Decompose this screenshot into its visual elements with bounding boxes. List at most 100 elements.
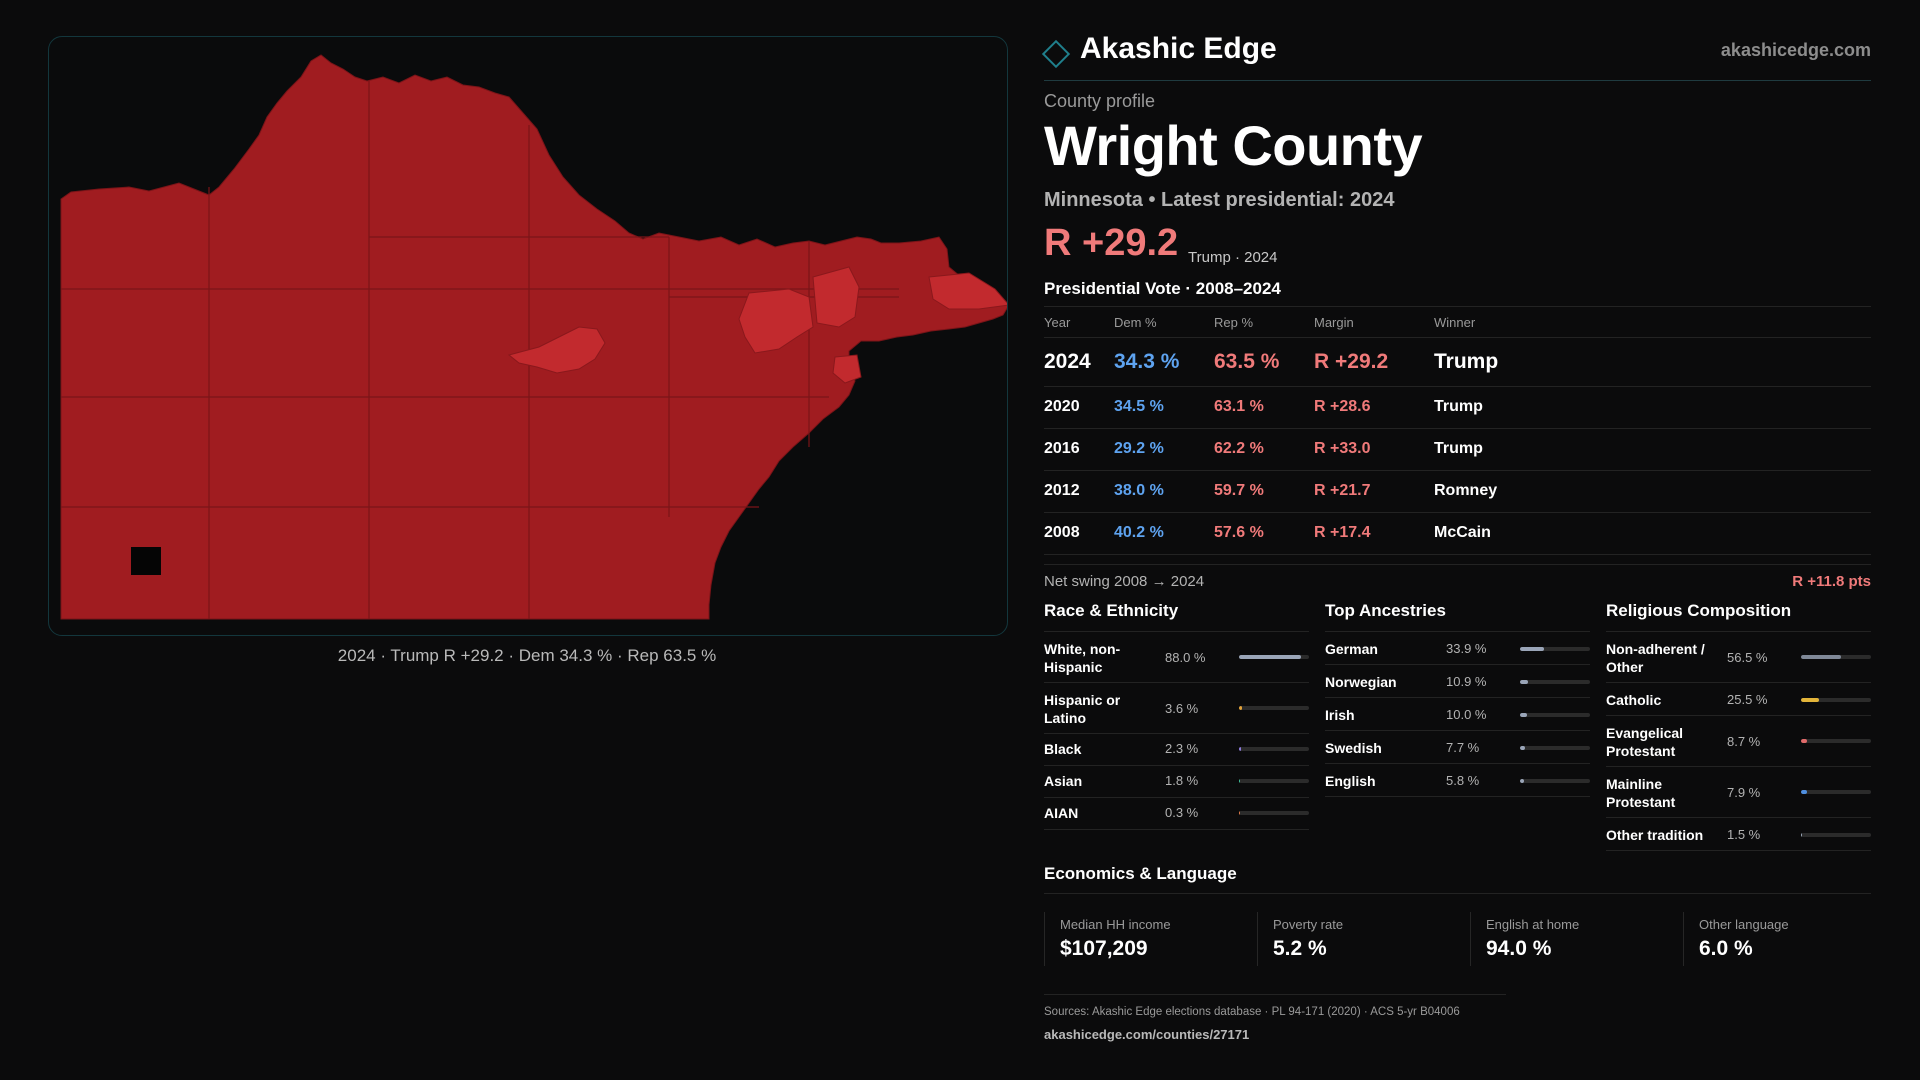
list-item: Asian 1.8 % [1044,766,1309,798]
list-item: White, non-Hispanic 88.0 % [1044,632,1309,683]
item-label: Swedish [1325,740,1382,756]
city-areas [507,266,1007,384]
row-year: 2024 [1044,350,1091,373]
item-pct: 1.8 % [1165,773,1199,788]
list-item: German 33.9 % [1325,632,1590,665]
brand-name: Akashic Edge [1080,32,1277,65]
economics-stats: Median HH income $107,209 Poverty rate 5… [1044,893,1871,966]
item-label: White, non-Hispanic [1044,641,1121,675]
row-dem: 40.2 % [1114,524,1164,541]
site-link[interactable]: akashicedge.com [1720,40,1871,60]
item-pct: 5.8 % [1446,773,1480,788]
stat-label: Other language [1699,917,1789,932]
item-bar [1801,655,1871,659]
item-pct: 1.5 % [1727,827,1761,842]
row-winner: McCain [1434,524,1491,541]
swing-divider [1044,564,1871,565]
item-bar [1239,779,1309,783]
diamond-logo-icon [1041,39,1071,69]
item-bar [1239,747,1309,751]
footer-divider [1044,994,1506,995]
row-dem: 29.2 % [1114,440,1164,457]
row-year: 2016 [1044,440,1080,457]
item-label: AIAN [1044,805,1079,821]
row-year: 2012 [1044,482,1080,499]
row-rep: 62.2 % [1214,440,1264,457]
list-item: Black 2.3 % [1044,734,1309,766]
item-bar [1520,713,1590,717]
page-url[interactable]: akashicedge.com/counties/27171 [1044,1027,1250,1042]
row-rep: 57.6 % [1214,524,1264,541]
list-item: Hispanic or Latino 3.6 % [1044,683,1309,734]
list-item: Norwegian 10.9 % [1325,665,1590,698]
row-winner: Romney [1434,482,1498,499]
item-bar [1520,746,1590,750]
item-pct: 33.9 % [1446,641,1487,656]
row-dem: 34.3 % [1114,350,1180,373]
ancestry-heading: Top Ancestries [1325,601,1590,632]
item-pct: 8.7 % [1727,734,1761,749]
row-margin: R +33.0 [1314,440,1371,457]
stat-value: 6.0 % [1699,937,1753,960]
stat-value: $107,209 [1060,937,1148,960]
list-item: Evangelical Protestant 8.7 % [1606,716,1871,767]
col-rep: Rep % [1214,315,1254,330]
township-lines [61,81,899,619]
item-bar [1239,655,1309,659]
col-dem: Dem % [1114,315,1157,330]
margin-note: Trump · 2024 [1188,249,1278,266]
item-label: English [1325,773,1376,789]
race-column: Race & Ethnicity White, non-Hispanic 88.… [1044,601,1309,830]
stat-poverty-rate: Poverty rate 5.2 % [1257,912,1448,966]
list-item: Other tradition 1.5 % [1606,818,1871,851]
list-item: Non-adherent / Other 56.5 % [1606,632,1871,683]
religion-heading: Religious Composition [1606,601,1871,632]
list-item: Mainline Protestant 7.9 % [1606,767,1871,818]
religion-column: Religious Composition Non-adherent / Oth… [1606,601,1871,851]
header: Akashic Edge akashicedge.com [1041,30,1871,81]
item-bar [1520,680,1590,684]
item-label: Catholic [1606,692,1662,708]
item-pct: 2.3 % [1165,741,1199,756]
row-winner: Trump [1434,350,1499,373]
results-table: Year Dem % Rep % Margin Winner 2024 34.3… [1044,306,1871,555]
item-bar [1239,811,1309,815]
race-heading: Race & Ethnicity [1044,601,1309,632]
stat-label: Poverty rate [1273,917,1344,932]
sources-note: Sources: Akashic Edge elections database… [1044,1006,1460,1018]
item-label: Irish [1325,707,1355,723]
row-winner: Trump [1434,398,1483,415]
table-row: 2012 38.0 % 59.7 % R +21.7 Romney [1044,471,1871,513]
row-margin: R +29.2 [1314,350,1389,373]
swing-label: Net swing 2008 → 2024 [1044,573,1205,590]
item-label: Evangelical Protestant [1606,725,1684,759]
table-row: 2024 34.3 % 63.5 % R +29.2 Trump [1044,338,1871,387]
results-heading: Presidential Vote · 2008–2024 [1044,279,1281,298]
row-dem: 38.0 % [1114,482,1164,499]
item-pct: 3.6 % [1165,701,1199,716]
table-row: 2020 34.5 % 63.1 % R +28.6 Trump [1044,387,1871,429]
item-pct: 10.0 % [1446,707,1487,722]
item-bar [1801,790,1871,794]
stat-value: 94.0 % [1486,937,1552,960]
col-year: Year [1044,315,1071,330]
table-row: 2008 40.2 % 57.6 % R +17.4 McCain [1044,513,1871,555]
item-pct: 10.9 % [1446,674,1487,689]
item-label: Non-adherent / Other [1606,641,1705,675]
list-item: English 5.8 % [1325,764,1590,797]
item-bar [1520,647,1590,651]
results-header-row: Year Dem % Rep % Margin Winner [1044,306,1871,338]
swing-value: R +11.8 pts [1792,573,1871,590]
item-label: Black [1044,741,1082,757]
item-pct: 25.5 % [1727,692,1768,707]
item-label: Norwegian [1325,674,1397,690]
map-caption: 2024 · Trump R +29.2 · Dem 34.3 % · Rep … [337,646,717,665]
list-item: Catholic 25.5 % [1606,683,1871,716]
row-year: 2020 [1044,398,1080,415]
stat-value: 5.2 % [1273,937,1327,960]
row-margin: R +21.7 [1314,482,1371,499]
col-winner: Winner [1434,315,1476,330]
item-pct: 88.0 % [1165,650,1206,665]
page-subtitle: Minnesota • Latest presidential: 2024 [1044,189,1395,211]
row-margin: R +17.4 [1314,524,1371,541]
